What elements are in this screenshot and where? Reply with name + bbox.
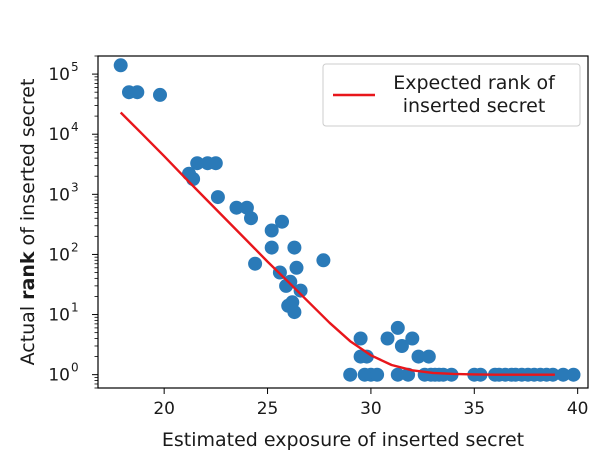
data-point (343, 367, 358, 382)
data-point (264, 223, 279, 238)
y-axis-label-suffix: of inserted secret (17, 79, 39, 252)
x-axis: 20 25 30 35 40 (153, 388, 588, 419)
data-point (566, 367, 581, 382)
x-tick-label: 30 (360, 399, 382, 419)
y-tick-exponent: 3 (71, 180, 79, 194)
plot-area (113, 58, 581, 382)
y-tick-label: 10 (48, 65, 70, 85)
y-tick-label: 10 (48, 366, 70, 386)
data-point (289, 260, 304, 275)
data-point (244, 211, 258, 226)
y-tick-label: 10 (48, 125, 70, 145)
data-point (394, 339, 409, 353)
y-tick-exponent: 2 (71, 240, 79, 254)
legend-label-line2: inserted secret (403, 95, 546, 117)
data-point (208, 156, 223, 171)
data-point (316, 253, 331, 268)
data-point (186, 172, 201, 186)
legend-label-line1: Expected rank of (393, 72, 556, 94)
data-point (287, 305, 302, 320)
data-point (380, 331, 395, 346)
x-tick-label: 25 (257, 399, 279, 419)
data-point (229, 200, 244, 215)
data-point (405, 331, 420, 346)
data-point (370, 367, 385, 382)
data-point (411, 349, 426, 364)
y-tick-exponent: 4 (71, 120, 79, 134)
y-tick-label: 10 (48, 185, 70, 205)
data-point (359, 349, 374, 364)
data-point (275, 214, 289, 229)
expected-rank-line (119, 111, 555, 376)
data-point (210, 190, 225, 205)
y-tick-exponent: 5 (71, 60, 79, 74)
data-point (421, 349, 436, 364)
plot-frame (97, 55, 589, 389)
x-tick-label: 20 (153, 399, 175, 419)
y-axis-label-prefix: Actual (17, 300, 39, 366)
data-point (556, 367, 571, 382)
y-axis-label-bold: rank (17, 251, 39, 300)
y-tick-exponent: 0 (71, 361, 79, 375)
data-point (293, 283, 308, 298)
data-point (190, 156, 205, 171)
data-point (353, 331, 368, 346)
y-tick-label: 10 (48, 306, 70, 326)
data-point (390, 367, 405, 382)
data-point (130, 85, 145, 100)
data-point (390, 320, 405, 335)
legend-box (322, 63, 581, 127)
y-axis-label: Actual rank of inserted secret (17, 79, 39, 366)
x-tick-label: 40 (567, 399, 589, 419)
data-point (153, 87, 167, 102)
data-point (239, 200, 254, 215)
data-point (283, 274, 298, 289)
data-point (113, 58, 128, 73)
legend: Expected rank of inserted secret (322, 63, 581, 127)
y-tick-exponent: 1 (71, 301, 79, 315)
data-point (264, 240, 279, 255)
y-tick-label: 10 (48, 245, 70, 265)
data-point (248, 256, 263, 271)
x-axis-label: Estimated exposure of inserted secret (162, 429, 524, 451)
data-point (287, 240, 302, 255)
x-tick-label: 35 (463, 399, 485, 419)
